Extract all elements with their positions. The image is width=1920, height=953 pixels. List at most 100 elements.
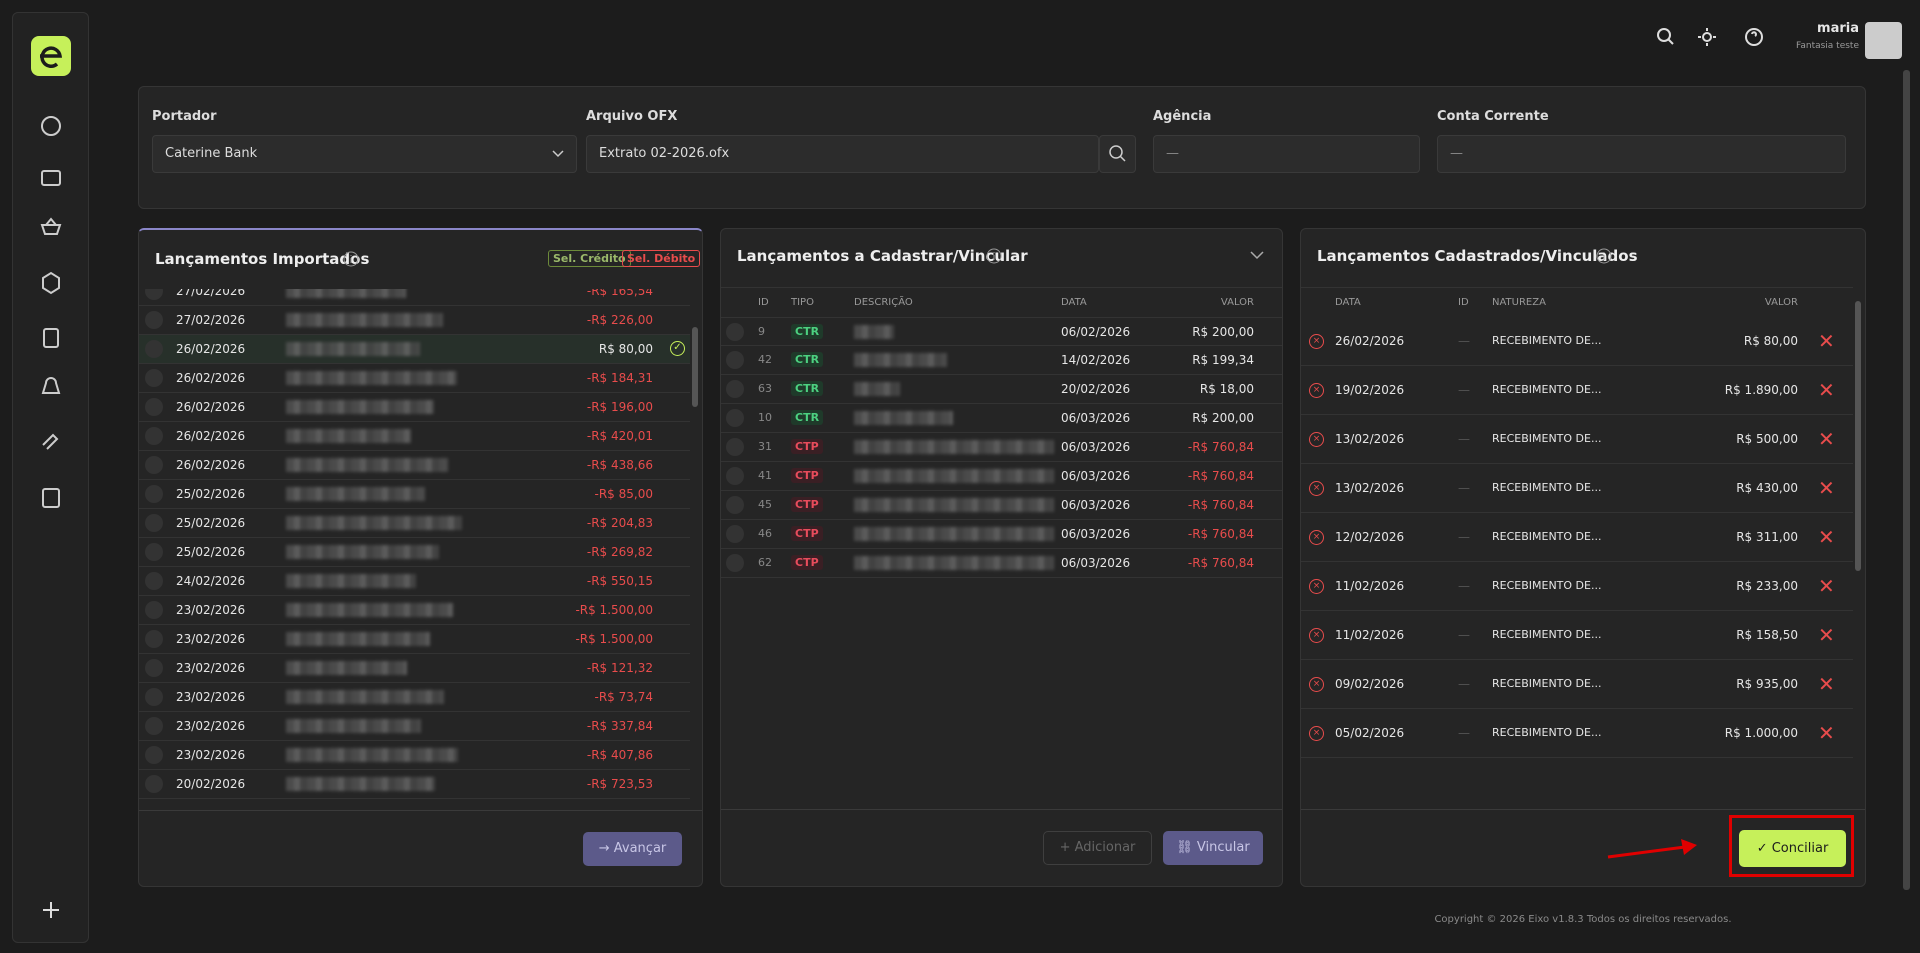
imported-row[interactable]: 25/02/2026 -R$ 85,00 (139, 480, 690, 509)
row-amount: R$ 430,00 (1736, 481, 1798, 495)
row-description-blurred (286, 545, 439, 559)
add-icon[interactable] (41, 900, 61, 920)
row-date: 25/02/2026 (176, 487, 246, 501)
row-amount: -R$ 165,54 (586, 289, 653, 298)
delete-button[interactable]: ✕ (1818, 476, 1835, 500)
remove-circle-icon[interactable]: × (1309, 334, 1324, 349)
debit-badge[interactable]: Sel. Débito (622, 250, 701, 267)
pending-row[interactable]: 46 CTP 06/03/2026 -R$ 760,84 (721, 520, 1282, 549)
delete-button[interactable]: ✕ (1818, 378, 1835, 402)
imported-row[interactable]: 27/02/2026 -R$ 165,54 (139, 289, 690, 306)
panel-title: Lançamentos a Cadastrar/Vincular (737, 247, 1028, 265)
text-input[interactable]: — (1437, 135, 1846, 173)
avatar[interactable] (1865, 22, 1902, 59)
row-description-blurred (854, 440, 1054, 454)
row-date: 26/02/2026 (176, 400, 246, 414)
delete-button[interactable]: ✕ (1818, 721, 1835, 745)
remove-circle-icon[interactable]: × (1309, 579, 1324, 594)
collapse-icon[interactable] (1250, 251, 1264, 261)
imported-row[interactable]: 26/02/2026 -R$ 196,00 (139, 393, 690, 422)
row-checkbox (145, 601, 163, 619)
pending-row[interactable]: 41 CTP 06/03/2026 -R$ 760,84 (721, 462, 1282, 491)
imported-row[interactable]: 20/02/2026 -R$ 723,53 (139, 770, 690, 799)
linked-row: × 19/02/2026 — RECEBIMENTO DE... R$ 1.890,00… (1301, 366, 1853, 415)
linked-row: × 13/02/2026 — RECEBIMENTO DE... R$ 430,00 ✕ (1301, 464, 1853, 513)
credit-badge[interactable]: Sel. Crédito (548, 250, 631, 267)
remove-circle-icon[interactable]: × (1309, 677, 1324, 692)
row-amount: R$ 233,00 (1736, 579, 1798, 593)
imported-row[interactable]: 25/02/2026 -R$ 269,82 (139, 538, 690, 567)
imported-row[interactable]: 26/02/2026 -R$ 438,66 (139, 451, 690, 480)
row-nature: RECEBIMENTO DE... (1492, 432, 1602, 445)
row-amount: R$ 158,50 (1736, 628, 1798, 642)
remove-circle-icon[interactable]: × (1309, 726, 1324, 741)
type-badge: CTR (791, 410, 824, 425)
row-checkbox (726, 323, 744, 341)
row-nature: RECEBIMENTO DE... (1492, 383, 1602, 396)
pending-row[interactable]: 9 CTR 06/02/2026 R$ 200,00 (721, 317, 1282, 346)
row-date: 25/02/2026 (176, 516, 246, 530)
imported-row[interactable]: 26/02/2026 R$ 80,00 ✓ (139, 335, 690, 364)
row-checkbox (145, 775, 163, 793)
imported-row[interactable]: 23/02/2026 -R$ 407,86 (139, 741, 690, 770)
imported-row[interactable]: 23/02/2026 -R$ 1.500,00 (139, 625, 690, 654)
row-id: 42 (758, 353, 772, 366)
delete-button[interactable]: ✕ (1818, 525, 1835, 549)
delete-button[interactable]: ✕ (1818, 574, 1835, 598)
delete-button[interactable]: ✕ (1818, 329, 1835, 353)
select[interactable]: Caterine Bank (152, 135, 577, 173)
imported-row[interactable]: 23/02/2026 -R$ 1.500,00 (139, 596, 690, 625)
imported-row[interactable]: 23/02/2026 -R$ 337,84 (139, 712, 690, 741)
row-checkbox (145, 572, 163, 590)
column-header: TIPO (791, 297, 814, 308)
type-badge: CTP (791, 468, 823, 483)
imported-row[interactable]: 23/02/2026 -R$ 121,32 (139, 654, 690, 683)
link-button[interactable]: ⛓ Vincular (1163, 831, 1263, 865)
nav-icons[interactable] (13, 113, 90, 533)
reconcile-button[interactable]: ✓ Conciliar (1739, 830, 1846, 867)
imported-row[interactable]: 23/02/2026 -R$ 73,74 (139, 683, 690, 712)
column-header: DATA (1335, 297, 1361, 308)
row-checkbox (726, 438, 744, 456)
pending-row[interactable]: 62 CTP 06/03/2026 -R$ 760,84 (721, 549, 1282, 578)
pending-row[interactable]: 10 CTR 06/03/2026 R$ 200,00 (721, 404, 1282, 433)
column-header: ID (758, 297, 769, 308)
imported-row[interactable]: 27/02/2026 -R$ 226,00 (139, 306, 690, 335)
logo[interactable] (31, 36, 71, 76)
pending-row[interactable]: 45 CTP 06/03/2026 -R$ 760,84 (721, 491, 1282, 520)
search-button[interactable] (1099, 135, 1136, 173)
pending-row[interactable]: 31 CTP 06/03/2026 -R$ 760,84 (721, 433, 1282, 462)
text-input[interactable]: — (1153, 135, 1420, 173)
delete-button[interactable]: ✕ (1818, 623, 1835, 647)
delete-button[interactable]: ✕ (1818, 427, 1835, 451)
pending-row[interactable]: 42 CTR 14/02/2026 R$ 199,34 (721, 346, 1282, 375)
imported-row[interactable]: 26/02/2026 -R$ 184,31 (139, 364, 690, 393)
remove-circle-icon[interactable]: × (1309, 481, 1324, 496)
row-date: 26/02/2026 (176, 458, 246, 472)
linked-row: × 26/02/2026 — RECEBIMENTO DE... R$ 80,00 ✕ (1301, 317, 1853, 366)
imported-row[interactable]: 26/02/2026 -R$ 420,01 (139, 422, 690, 451)
add-button[interactable]: + Adicionar (1043, 831, 1152, 865)
column-header: DESCRIÇÃO (854, 297, 913, 308)
row-description-blurred (286, 632, 430, 646)
topbar-icons[interactable] (1655, 26, 1770, 48)
row-amount: -R$ 438,66 (586, 458, 653, 472)
linked-row: × 12/02/2026 — RECEBIMENTO DE... R$ 311,00 ✕ (1301, 513, 1853, 562)
row-description-blurred (854, 556, 1054, 570)
file-input[interactable]: Extrato 02-2026.ofx (586, 135, 1099, 173)
remove-circle-icon[interactable]: × (1309, 432, 1324, 447)
remove-circle-icon[interactable]: × (1309, 383, 1324, 398)
annotation-arrow (1607, 839, 1697, 859)
row-id: 41 (758, 469, 772, 482)
remove-circle-icon[interactable]: × (1309, 628, 1324, 643)
filter-value: Extrato 02-2026.ofx (599, 146, 730, 161)
pending-row[interactable]: 63 CTR 20/02/2026 R$ 18,00 (721, 375, 1282, 404)
column-header: NATUREZA (1492, 297, 1546, 308)
imported-row[interactable]: 24/02/2026 -R$ 550,15 (139, 567, 690, 596)
imported-row[interactable]: 25/02/2026 -R$ 204,83 (139, 509, 690, 538)
advance-button[interactable]: → Avançar (583, 832, 682, 866)
delete-button[interactable]: ✕ (1818, 672, 1835, 696)
row-amount: -R$ 337,84 (586, 719, 653, 733)
row-description-blurred (286, 342, 420, 356)
remove-circle-icon[interactable]: × (1309, 530, 1324, 545)
